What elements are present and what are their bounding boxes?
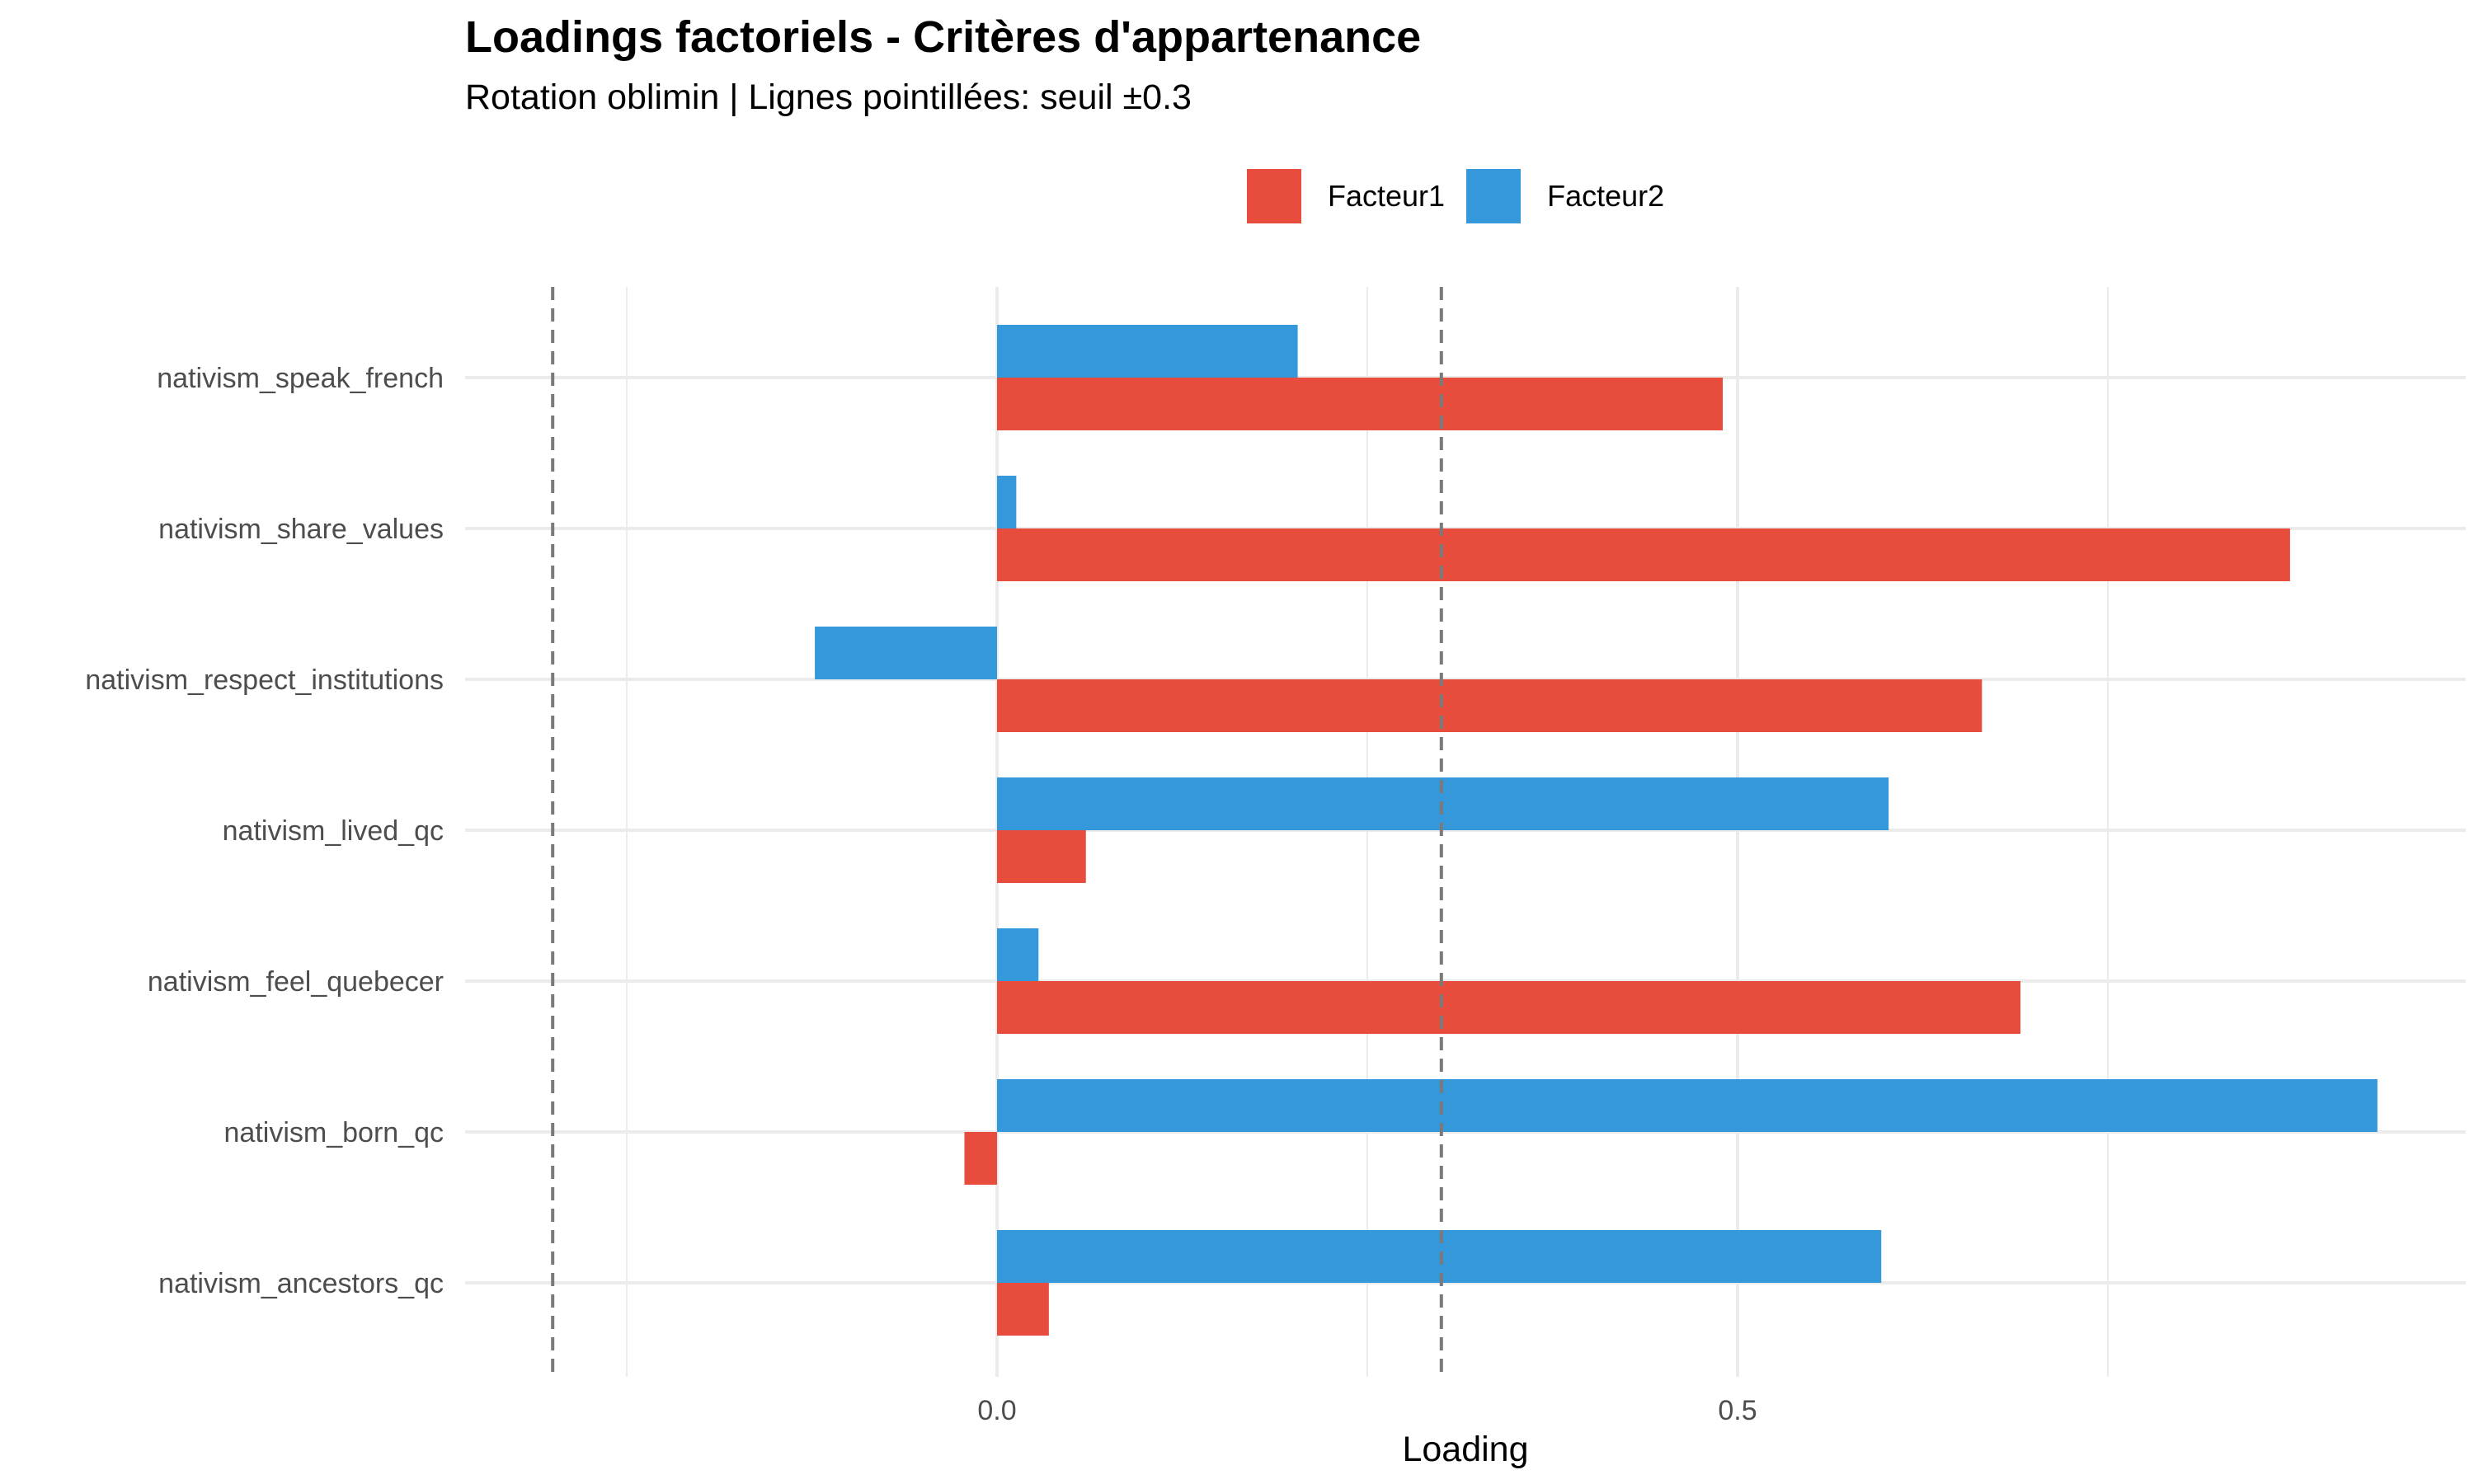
y-tick-label: nativism_share_values	[158, 514, 444, 545]
bar-facteur1	[997, 830, 1086, 883]
reference-lines	[551, 287, 1443, 1377]
legend-item-facteur2: Facteur2	[1466, 169, 1664, 223]
bar-facteur2	[997, 325, 1298, 378]
x-tick-label: 0.0	[977, 1395, 1016, 1426]
x-axis-ticks: 0.0 0.5	[977, 1395, 1757, 1426]
grid	[465, 287, 2466, 1377]
chart-title: Loadings factoriels - Critères d'apparte…	[465, 12, 1422, 62]
legend-label-facteur1: Facteur1	[1328, 179, 1446, 213]
bar-facteur2	[815, 627, 997, 679]
legend-label-facteur2: Facteur2	[1547, 179, 1665, 213]
legend-swatch-facteur1	[1247, 169, 1301, 223]
legend: Facteur1 Facteur2	[1247, 168, 1686, 224]
bar-facteur1	[997, 679, 1982, 732]
chart-subtitle: Rotation oblimin | Lignes pointillées: s…	[465, 77, 1192, 117]
y-axis-labels: nativism_speak_french nativism_share_valu…	[85, 363, 444, 1299]
y-tick-label: nativism_speak_french	[157, 363, 444, 394]
bar-facteur2	[997, 1079, 2378, 1132]
y-tick-label: nativism_born_qc	[224, 1117, 444, 1148]
bar-facteur2	[997, 928, 1039, 981]
bars	[815, 325, 2378, 1336]
x-tick-label: 0.5	[1718, 1395, 1757, 1426]
y-tick-label: nativism_respect_institutions	[85, 665, 444, 696]
bar-facteur1	[997, 981, 2021, 1034]
bar-facteur1	[997, 528, 2290, 581]
y-tick-label: nativism_lived_qc	[223, 815, 444, 847]
legend-item-facteur1: Facteur1	[1247, 169, 1445, 223]
bar-facteur1	[997, 378, 1724, 430]
bar-facteur1	[997, 1283, 1049, 1336]
bar-facteur1	[964, 1132, 997, 1185]
y-tick-label: nativism_ancestors_qc	[158, 1268, 444, 1299]
y-tick-label: nativism_feel_quebecer	[148, 966, 444, 998]
x-axis-title: Loading	[1402, 1430, 1528, 1469]
bar-facteur2	[997, 1230, 1882, 1283]
legend-swatch-facteur2	[1466, 169, 1522, 223]
bar-facteur2	[997, 476, 1017, 528]
